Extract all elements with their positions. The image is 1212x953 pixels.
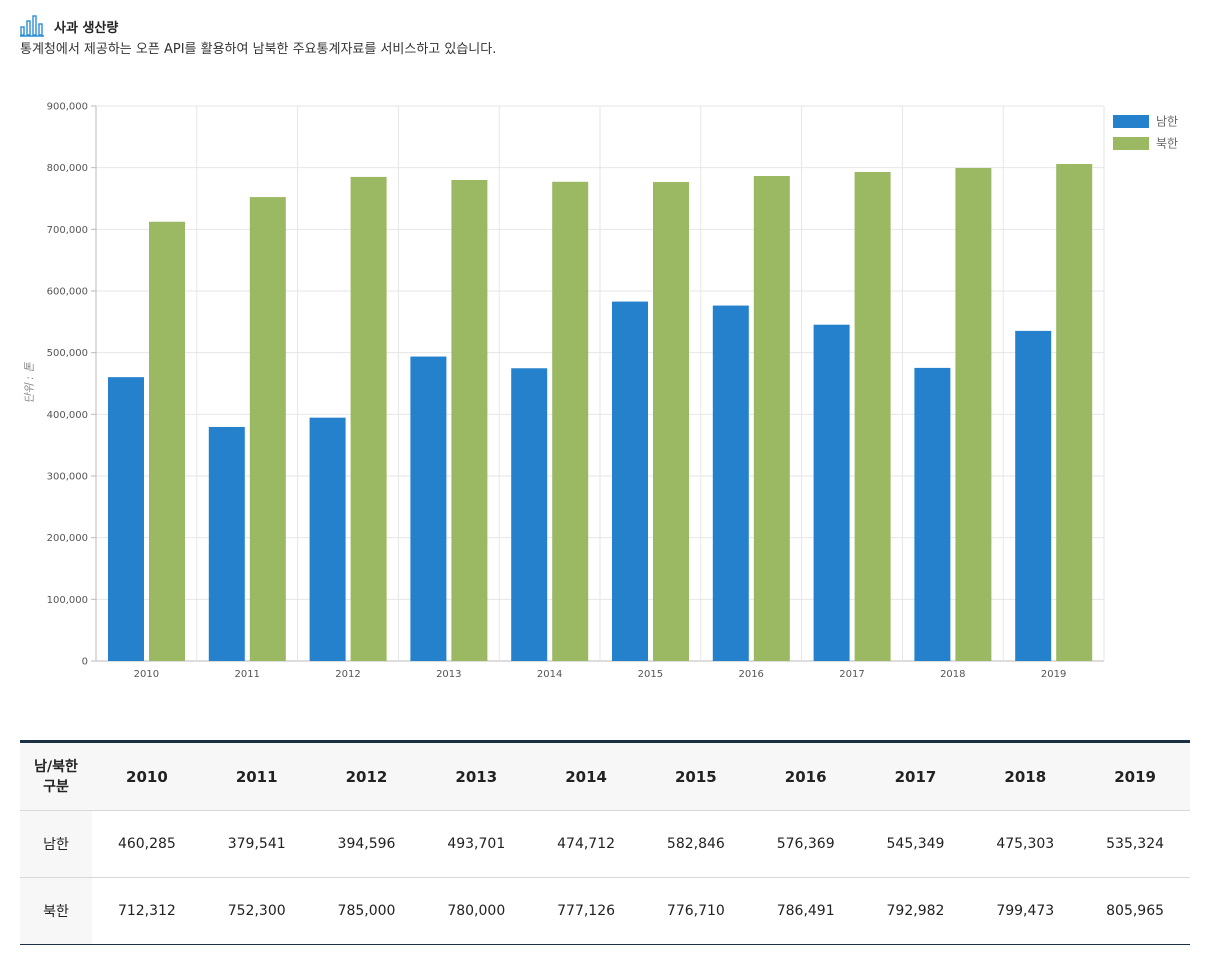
page-title: 사과 생산량 (54, 20, 119, 36)
table-cell: 474,712 (531, 810, 641, 878)
y-tick-label: 200,000 (47, 533, 88, 544)
bar-north-2011 (249, 197, 286, 661)
legend-swatch (1113, 115, 1149, 128)
bar-north-2010 (149, 221, 185, 661)
table-cell: 777,126 (531, 877, 641, 945)
bar-north-2013 (451, 180, 488, 661)
x-tick-label: 2012 (335, 669, 360, 680)
table-cell: 776,710 (640, 877, 751, 945)
y-tick-label: 300,000 (47, 472, 88, 483)
y-tick-label: 500,000 (47, 348, 88, 359)
table-row: 북한 712,312 752,300 785,000 780,000 777,126 776… (20, 877, 1190, 945)
table-cell: 535,324 (1080, 810, 1190, 878)
bar-south-2016 (712, 305, 749, 661)
y-tick-label: 700,000 (47, 225, 88, 236)
table-cell: 545,349 (860, 810, 971, 878)
x-tick-label: 2011 (234, 669, 259, 680)
x-tick-label: 2017 (839, 669, 864, 680)
bar-south-2015 (612, 301, 648, 661)
table-year-header: 2018 (970, 741, 1081, 811)
table-cell: 752,300 (201, 877, 312, 945)
page-header: 사과 생산량 통계청에서 제공하는 오픈 API를 활용하여 남북한 주요통계자… (20, 14, 496, 57)
bar-south-2017 (813, 324, 850, 661)
table-year-header: 2010 (92, 741, 202, 811)
table-cell: 799,473 (970, 877, 1081, 945)
bar-south-2014 (511, 368, 548, 661)
legend-label[interactable]: 북한 (1156, 137, 1178, 151)
bar-north-2016 (753, 175, 790, 661)
table-cell: 786,491 (750, 877, 861, 945)
table-year-header: 2016 (750, 741, 861, 811)
bar-south-2011 (208, 426, 245, 661)
table-cell: 394,596 (311, 810, 422, 878)
bar-north-2018 (955, 167, 992, 662)
table-cell: 780,000 (421, 877, 532, 945)
y-tick-label: 0 (82, 657, 88, 668)
x-tick-label: 2010 (134, 669, 159, 680)
table-cell: 475,303 (970, 810, 1081, 878)
table-year-header: 2014 (531, 741, 641, 811)
bar-north-2017 (854, 171, 891, 661)
corner-label-line2: 구분 (43, 778, 69, 795)
table-cell: 576,369 (750, 810, 861, 878)
table-year-header: 2013 (421, 741, 532, 811)
table-header-row: 남/북한 구분 2010 2011 2012 2013 2014 2015 2016 2017… (20, 741, 1190, 811)
bar-south-2010 (108, 377, 144, 661)
table-corner-header: 남/북한 구분 (20, 741, 92, 811)
table-cell: 379,541 (201, 810, 312, 878)
legend-label[interactable]: 남한 (1156, 115, 1178, 129)
bar-north-2019 (1056, 163, 1093, 661)
table-cell: 582,846 (640, 810, 751, 878)
table-cell: 785,000 (311, 877, 422, 945)
bar-south-2012 (309, 417, 346, 661)
table-cell: 805,965 (1080, 877, 1190, 945)
table-row-label: 남한 (20, 810, 92, 878)
table-cell: 493,701 (421, 810, 532, 878)
x-tick-label: 2013 (436, 669, 461, 680)
bar-chart: 0 100,000 200,000 300,000 400,000 500,000 600,… (23, 102, 1178, 681)
table-row: 남한 460,285 379,541 394,596 493,701 474,712 582… (20, 810, 1190, 878)
table-year-header: 2019 (1080, 741, 1190, 811)
legend-swatch (1113, 137, 1149, 150)
table-year-header: 2011 (201, 741, 312, 811)
bar-south-2018 (914, 367, 951, 661)
y-tick-label: 800,000 (47, 163, 88, 174)
table-cell: 712,312 (92, 877, 202, 945)
table-year-header: 2012 (311, 741, 422, 811)
bar-north-2014 (552, 181, 589, 662)
x-tick-label: 2019 (1041, 669, 1066, 680)
x-tick-label: 2014 (537, 669, 562, 680)
x-tick-label: 2018 (940, 669, 965, 680)
bar-north-2012 (350, 176, 387, 661)
bar-north-2015 (653, 182, 689, 661)
page-subtitle: 통계청에서 제공하는 오픈 API를 활용하여 남북한 주요통계자료를 서비스하… (20, 42, 497, 57)
table-year-header: 2015 (640, 741, 751, 811)
y-tick-label: 900,000 (47, 102, 88, 113)
corner-label-line1: 남/북한 (34, 758, 78, 775)
bar-south-2013 (410, 356, 447, 661)
table-row-label: 북한 (20, 877, 92, 945)
bar-south-2019 (1015, 330, 1052, 661)
y-tick-label: 100,000 (47, 595, 88, 606)
table-year-header: 2017 (860, 741, 971, 811)
table-cell: 792,982 (860, 877, 971, 945)
y-tick-label: 600,000 (47, 287, 88, 298)
y-axis-label: 단위 : 톤 (23, 362, 36, 404)
chart-bars (108, 163, 1093, 662)
table-cell: 460,285 (92, 810, 202, 878)
x-tick-label: 2015 (638, 669, 663, 680)
x-axis-ticks: 2010 2011 2012 2013 2014 2015 2016 2017 2018 2019 (134, 669, 1067, 680)
data-table: 남/북한 구분 2010 2011 2012 2013 2014 2015 2016 2017… (20, 740, 1190, 945)
y-axis-ticks: 0 100,000 200,000 300,000 400,000 500,000 600,… (47, 102, 88, 668)
x-tick-label: 2016 (738, 669, 763, 680)
y-tick-label: 400,000 (47, 410, 88, 421)
bar-chart-icon (20, 15, 44, 37)
